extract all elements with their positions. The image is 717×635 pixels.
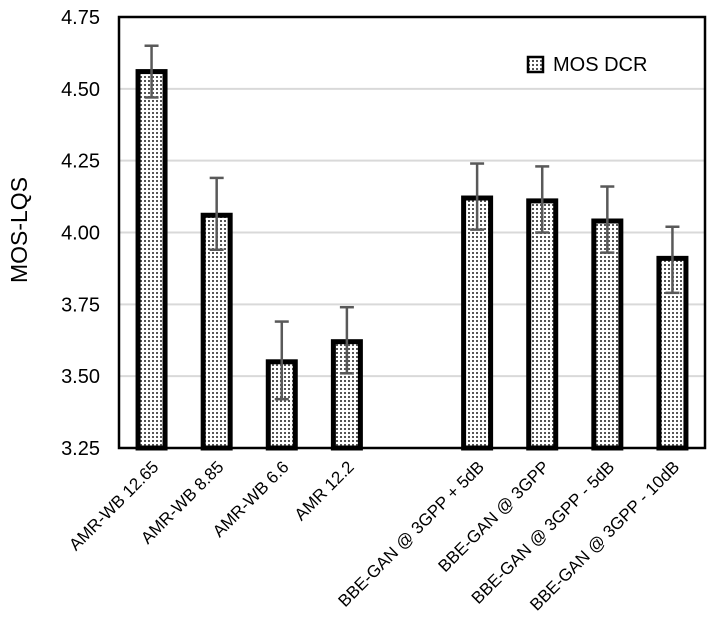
y-tick-label: 4.25 xyxy=(61,151,100,173)
bar xyxy=(135,69,168,451)
bar xyxy=(461,195,494,451)
legend: MOS DCR xyxy=(526,54,647,76)
y-tick-label: 3.25 xyxy=(61,438,100,460)
bars xyxy=(135,44,689,451)
legend-swatch xyxy=(526,55,545,74)
y-tick-label: 4.75 xyxy=(61,7,100,29)
legend-label: MOS DCR xyxy=(553,54,647,76)
y-axis-label: MOS-LQS xyxy=(6,177,32,283)
y-tick-label: 4.50 xyxy=(61,79,100,101)
y-tick-label: 3.50 xyxy=(61,366,100,388)
plot-frame xyxy=(117,15,707,450)
x-tick-label: BBE-GAN @ 3GPP xyxy=(435,457,553,575)
bar xyxy=(591,218,624,451)
axes xyxy=(117,15,707,450)
y-tick-label: 3.75 xyxy=(61,294,100,316)
y-tick-label: 4.00 xyxy=(61,223,100,245)
x-tick-label: AMR 12.2 xyxy=(291,457,358,524)
bar xyxy=(526,198,559,451)
bar xyxy=(656,255,689,451)
